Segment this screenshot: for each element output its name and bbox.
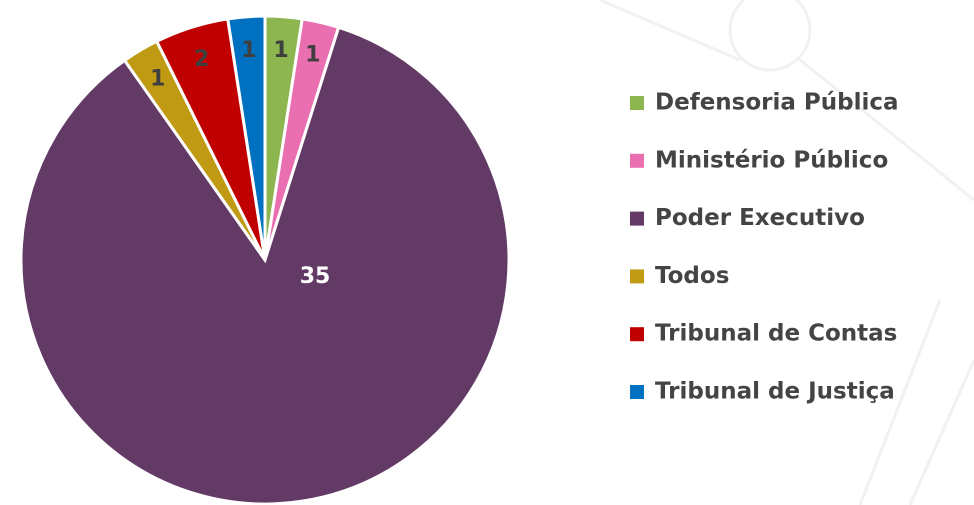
legend-label: Ministério Público bbox=[655, 147, 888, 173]
legend-swatch bbox=[630, 385, 644, 399]
background-decoration bbox=[599, 0, 974, 505]
legend-swatch bbox=[630, 96, 644, 110]
legend-label: Tribunal de Justiça bbox=[655, 379, 895, 405]
legend-swatch bbox=[630, 269, 644, 284]
data-label: 35 bbox=[300, 264, 331, 289]
legend-swatch bbox=[630, 211, 644, 226]
data-label: 2 bbox=[194, 47, 209, 72]
legend-label: Poder Executivo bbox=[655, 205, 865, 231]
legend-label: Todos bbox=[655, 263, 729, 289]
data-label: 1 bbox=[305, 43, 320, 68]
pie-slice bbox=[226, 14, 267, 261]
legend-label: Defensoria Pública bbox=[655, 90, 899, 116]
data-label: 1 bbox=[150, 67, 165, 92]
legend-label: Tribunal de Contas bbox=[655, 321, 897, 347]
legend-swatch bbox=[630, 327, 644, 342]
data-label: 1 bbox=[241, 38, 256, 63]
data-label: 1 bbox=[273, 38, 288, 63]
pie-slice bbox=[19, 25, 511, 505]
legend-swatch bbox=[630, 153, 644, 168]
